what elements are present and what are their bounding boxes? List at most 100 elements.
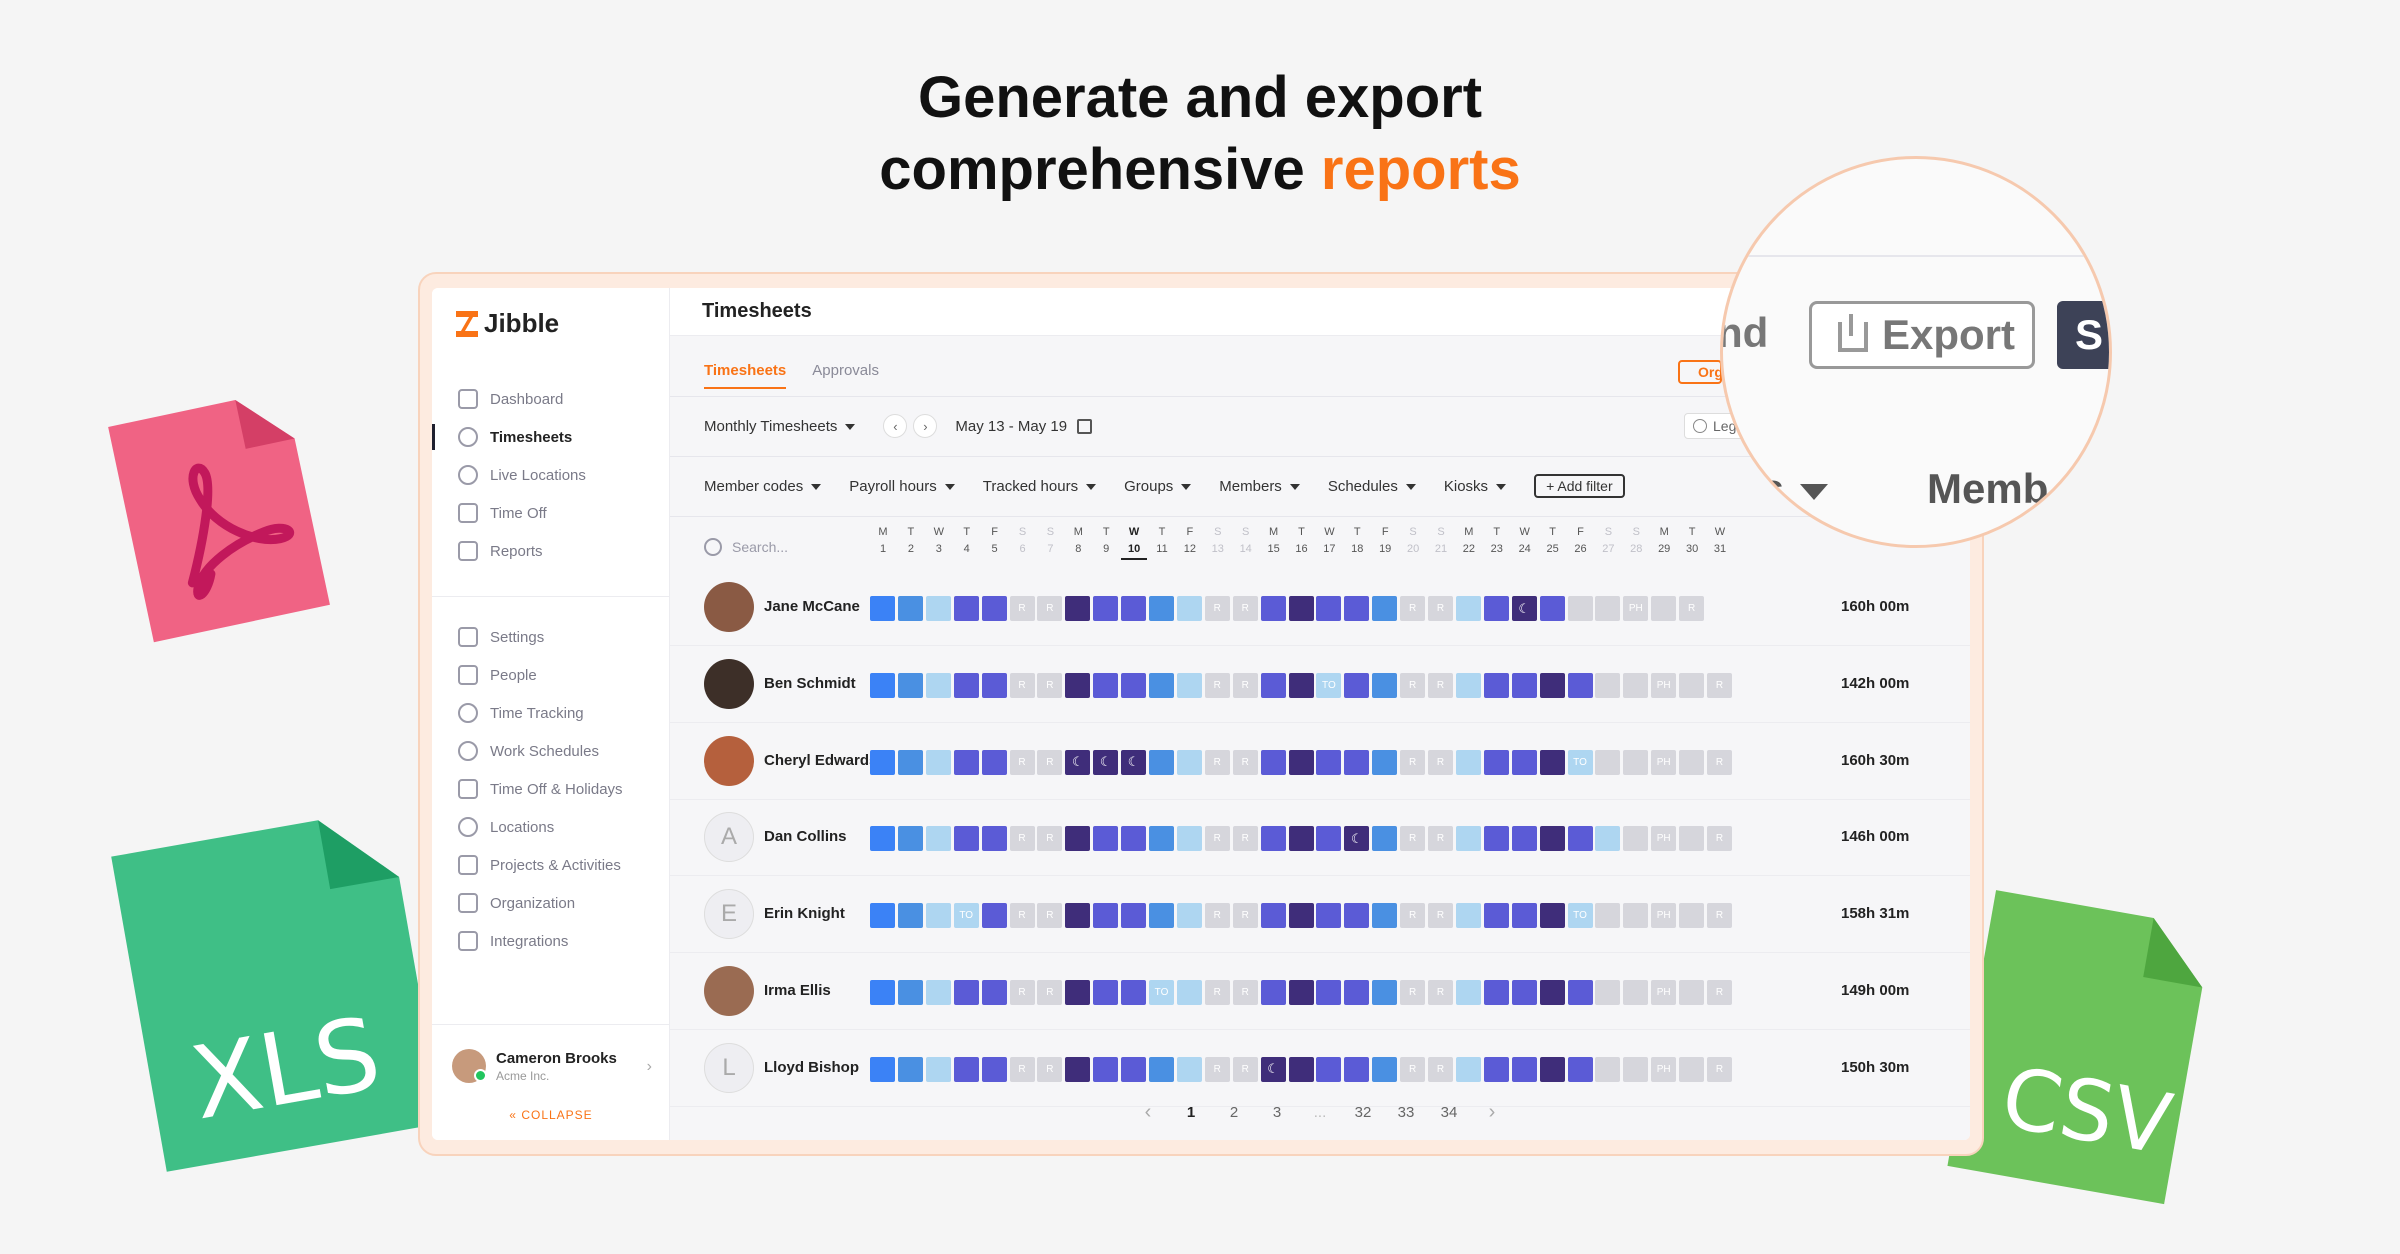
day-cell[interactable] [925, 596, 951, 621]
day-cell[interactable] [1483, 980, 1509, 1005]
day-cell[interactable] [870, 826, 895, 852]
day-cell[interactable] [1260, 596, 1286, 621]
prev-week-button[interactable]: ‹ [883, 414, 908, 438]
day-cell[interactable] [1511, 903, 1537, 929]
day-cell[interactable]: R [1707, 749, 1732, 775]
org-button[interactable]: Org [1678, 360, 1722, 384]
day-cell[interactable] [1623, 826, 1649, 852]
day-cell[interactable] [1344, 903, 1370, 929]
day-cell[interactable] [1065, 980, 1091, 1005]
day-cell[interactable] [1372, 903, 1398, 929]
day-cell[interactable] [953, 596, 979, 621]
day-cell[interactable] [1260, 903, 1286, 929]
day-cell[interactable] [1288, 749, 1314, 775]
day-cell[interactable] [1539, 1056, 1565, 1082]
day-cell[interactable] [953, 749, 979, 775]
day-cell[interactable] [1455, 980, 1481, 1005]
day-cell[interactable] [1679, 903, 1705, 929]
sidebar-item-integrations[interactable]: Integrations [432, 922, 670, 960]
day-cell[interactable] [1121, 1056, 1147, 1082]
page-button[interactable]: 34 [1440, 1103, 1458, 1121]
day-cell[interactable] [1595, 1056, 1621, 1082]
collapse-button[interactable]: « COLLAPSE [509, 1108, 593, 1122]
day-cell[interactable]: R [1009, 826, 1035, 852]
day-cell[interactable]: R [1037, 1056, 1063, 1082]
day-cell[interactable] [981, 749, 1007, 775]
day-cell[interactable] [897, 1056, 923, 1082]
day-cell[interactable] [1260, 672, 1286, 698]
sidebar-item-work-schedules[interactable]: Work Schedules [432, 732, 670, 770]
tab-approvals[interactable]: Approvals [812, 362, 879, 379]
filter-payroll-hours[interactable]: Payroll hours [849, 478, 955, 495]
sidebar-item-dashboard[interactable]: Dashboard [432, 380, 670, 418]
filter-member-codes[interactable]: Member codes [704, 478, 821, 495]
day-cell[interactable] [1288, 596, 1314, 621]
day-cell[interactable] [981, 1056, 1007, 1082]
day-cell[interactable] [1344, 672, 1370, 698]
page-button[interactable]: 3 [1272, 1103, 1282, 1121]
day-cell[interactable]: R [1707, 1056, 1732, 1082]
day-cell[interactable]: TO [1567, 749, 1593, 775]
day-cell[interactable] [897, 749, 923, 775]
day-cell[interactable]: R [1707, 903, 1732, 929]
day-cell[interactable]: R [1400, 903, 1426, 929]
sidebar-item-time-off[interactable]: Time Off [432, 494, 670, 532]
day-cell[interactable]: TO [1149, 980, 1174, 1005]
day-cell[interactable] [1288, 903, 1314, 929]
day-cell[interactable] [1065, 903, 1091, 929]
day-cell[interactable] [1121, 672, 1147, 698]
day-cell[interactable] [1316, 1056, 1342, 1082]
day-cell[interactable] [925, 749, 951, 775]
sidebar-item-timesheets[interactable]: Timesheets [432, 418, 670, 456]
day-cell[interactable] [981, 672, 1007, 698]
member-name[interactable]: Dan Collins [764, 828, 847, 846]
day-cell[interactable] [1595, 596, 1621, 621]
day-cell[interactable] [1539, 672, 1565, 698]
day-cell[interactable] [1595, 903, 1621, 929]
day-cell[interactable] [1065, 1056, 1091, 1082]
day-cell[interactable] [1372, 596, 1398, 621]
day-cell[interactable] [953, 826, 979, 852]
night-shift-cell[interactable]: ☾ [1511, 596, 1537, 621]
view-dropdown[interactable]: Monthly Timesheets [704, 418, 855, 435]
day-cell[interactable]: R [1400, 749, 1426, 775]
day-cell[interactable]: R [1232, 826, 1258, 852]
day-cell[interactable] [870, 1056, 895, 1082]
member-name[interactable]: Erin Knight [764, 905, 845, 923]
filter-tracked-hours[interactable]: Tracked hours [983, 478, 1096, 495]
day-cell[interactable] [1176, 826, 1202, 852]
day-cell[interactable] [897, 903, 923, 929]
prev-page-button[interactable]: ‹ [1144, 1100, 1152, 1123]
day-cell[interactable] [1149, 903, 1174, 929]
next-page-button[interactable]: › [1488, 1100, 1496, 1123]
date-range[interactable]: May 13 - May 19 [955, 417, 1068, 435]
day-cell[interactable]: TO [1567, 903, 1593, 929]
day-cell[interactable] [1093, 826, 1119, 852]
night-shift-cell[interactable]: ☾ [1121, 749, 1147, 775]
day-cell[interactable] [1121, 596, 1147, 621]
sidebar-item-people[interactable]: People [432, 656, 670, 694]
day-cell[interactable] [925, 826, 951, 852]
page-button[interactable]: 32 [1354, 1103, 1372, 1121]
day-cell[interactable] [1176, 1056, 1202, 1082]
day-cell[interactable] [1288, 980, 1314, 1005]
day-cell[interactable] [1344, 749, 1370, 775]
day-cell[interactable] [1316, 749, 1342, 775]
day-cell[interactable] [1372, 826, 1398, 852]
day-cell[interactable] [925, 980, 951, 1005]
day-cell[interactable] [1093, 980, 1119, 1005]
day-cell[interactable] [1623, 1056, 1649, 1082]
day-cell[interactable] [1595, 749, 1621, 775]
page-button[interactable]: 1 [1186, 1103, 1196, 1121]
day-cell[interactable]: R [1232, 596, 1258, 621]
filter-groups[interactable]: Groups [1124, 478, 1191, 495]
day-cell[interactable] [1344, 980, 1370, 1005]
filter-kiosks[interactable]: Kiosks [1444, 478, 1506, 495]
day-cell[interactable] [1288, 672, 1314, 698]
day-cell[interactable] [870, 749, 895, 775]
day-cell[interactable]: R [1232, 1056, 1258, 1082]
night-shift-cell[interactable]: ☾ [1093, 749, 1119, 775]
member-name[interactable]: Ben Schmidt [764, 674, 856, 692]
day-cell[interactable]: R [1707, 672, 1732, 698]
add-filter-button[interactable]: + Add filter [1534, 474, 1625, 498]
